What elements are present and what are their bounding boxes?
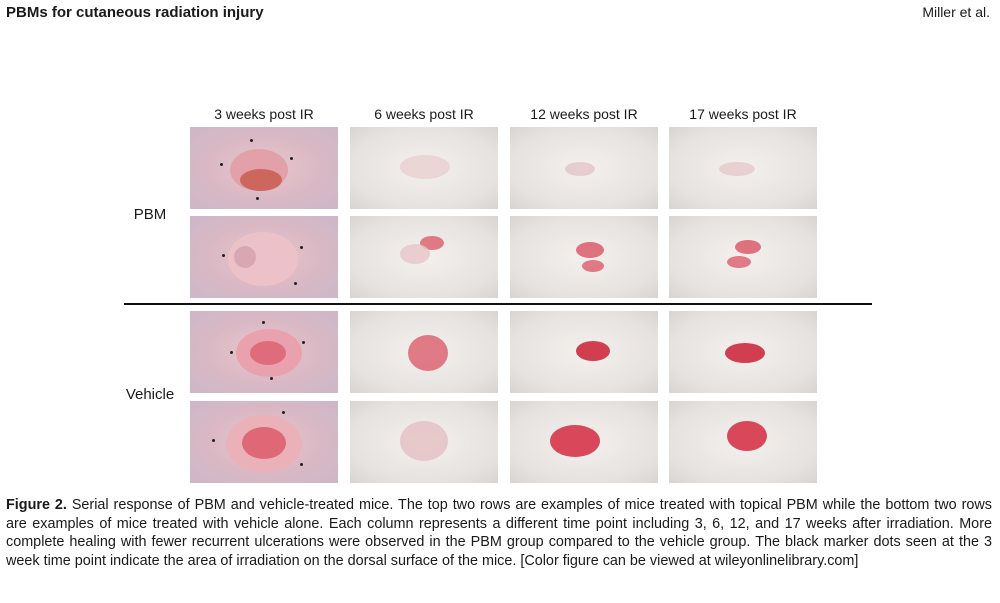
photo-pbm-2-3wk — [190, 216, 338, 298]
photo-vehicle-1-6wk — [350, 311, 498, 393]
column-label-6-weeks: 6 weeks post IR — [374, 106, 474, 122]
column-label-12-weeks: 12 weeks post IR — [530, 106, 638, 122]
photo-pbm-1-12wk — [510, 127, 658, 209]
figure-caption: Figure 2. Serial response of PBM and veh… — [6, 496, 992, 570]
photo-vehicle-1-3wk — [190, 311, 338, 393]
figure-caption-label: Figure 2. — [6, 497, 67, 513]
running-title: PBMs for cutaneous radiation injury — [6, 4, 264, 21]
row-label-vehicle: Vehicle — [125, 386, 175, 403]
photo-vehicle-2-6wk — [350, 401, 498, 483]
row-label-pbm: PBM — [133, 206, 167, 223]
photo-vehicle-1-12wk — [510, 311, 658, 393]
photo-pbm-2-12wk — [510, 216, 658, 298]
photo-pbm-2-17wk — [669, 216, 817, 298]
photo-pbm-1-17wk — [669, 127, 817, 209]
photo-pbm-2-6wk — [350, 216, 498, 298]
photo-pbm-1-3wk — [190, 127, 338, 209]
photo-vehicle-2-3wk — [190, 401, 338, 483]
column-label-3-weeks: 3 weeks post IR — [214, 106, 314, 122]
photo-vehicle-2-12wk — [510, 401, 658, 483]
figure-caption-text: Serial response of PBM and vehicle-treat… — [6, 497, 992, 569]
photo-vehicle-1-17wk — [669, 311, 817, 393]
photo-pbm-1-6wk — [350, 127, 498, 209]
group-divider — [124, 303, 872, 305]
column-label-17-weeks: 17 weeks post IR — [689, 106, 797, 122]
photo-vehicle-2-17wk — [669, 401, 817, 483]
running-authors: Miller et al. — [922, 4, 990, 20]
